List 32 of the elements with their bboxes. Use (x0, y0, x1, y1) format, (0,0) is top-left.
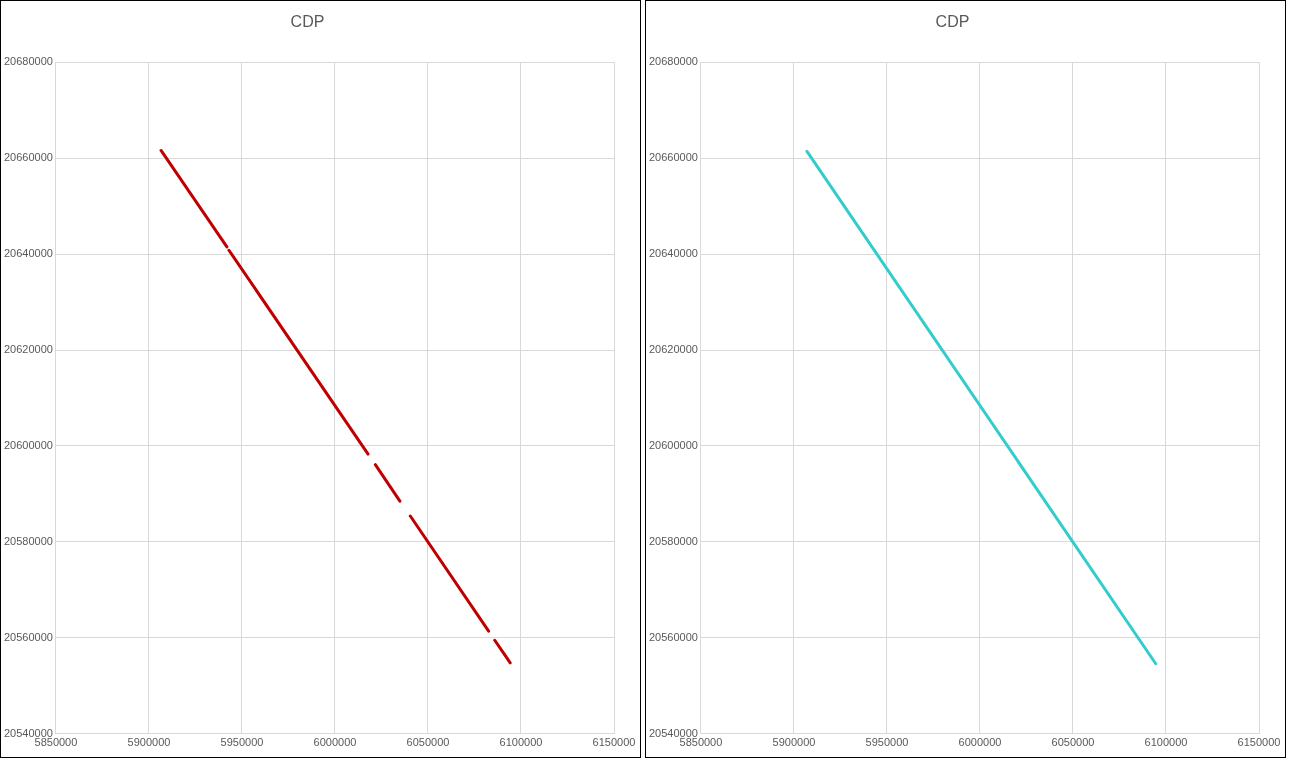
x-tick-label: 5850000 (679, 736, 723, 749)
y-tick-label: 20620000 (3, 343, 53, 356)
y-tick-label: 20560000 (3, 630, 53, 643)
x-tick-label: 5850000 (34, 736, 78, 749)
x-tick-label: 5900000 (127, 736, 171, 749)
y-tick-label: 20640000 (648, 247, 698, 260)
chart-title: CDP (935, 13, 970, 31)
x-tick-label: 6000000 (313, 736, 357, 749)
x-tick-label: 6100000 (1144, 736, 1188, 749)
y-tick-label: 20540000 (3, 726, 53, 739)
x-tick-label: 5900000 (772, 736, 816, 749)
x-tick-label: 6000000 (958, 736, 1002, 749)
x-tick-label: 6150000 (1237, 736, 1281, 749)
chart-title: CDP (290, 13, 325, 31)
x-tick-label: 6050000 (1051, 736, 1095, 749)
x-tick-label: 6150000 (592, 736, 636, 749)
y-tick-label: 20660000 (648, 151, 698, 164)
y-tick-label: 20640000 (3, 247, 53, 260)
y-tick-label: 20660000 (3, 151, 53, 164)
y-tick-label: 20600000 (3, 439, 53, 451)
x-tick-label: 5950000 (220, 736, 264, 749)
x-tick-label: 6100000 (499, 736, 543, 749)
y-tick-label: 20580000 (3, 534, 53, 547)
y-tick-label: 20540000 (648, 726, 698, 739)
y-tick-label: 20620000 (648, 343, 698, 356)
x-tick-label: 5950000 (865, 736, 909, 749)
y-tick-label: 20680000 (648, 55, 698, 68)
x-tick-label: 6050000 (406, 736, 450, 749)
y-tick-label: 20680000 (3, 55, 53, 68)
y-tick-label: 20580000 (648, 534, 698, 547)
y-tick-label: 20560000 (648, 630, 698, 643)
y-tick-label: 20600000 (648, 439, 698, 451)
